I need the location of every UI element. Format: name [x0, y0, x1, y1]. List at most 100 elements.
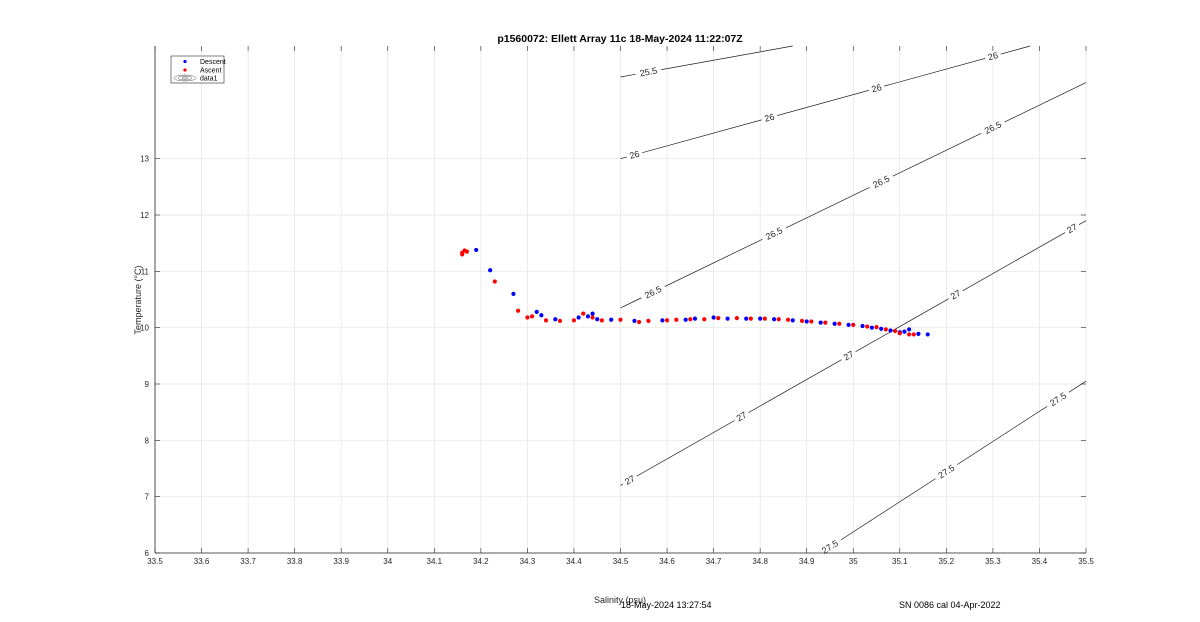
descent-point — [683, 317, 688, 322]
isopycnal-label-bg — [867, 171, 896, 192]
legend-descent-label: Descent — [200, 59, 226, 66]
ascent-point — [716, 315, 721, 321]
x-tick-label: 34.9 — [799, 557, 815, 566]
y-tick-label: 10 — [140, 324, 149, 333]
isopycnal-label: 26 — [983, 49, 1002, 64]
x-axis-label: Salinity (psu) — [594, 595, 646, 605]
isopycnal-label: 27.5 — [816, 535, 844, 559]
isopycnal-label: 26 — [760, 110, 779, 125]
ascent-point — [525, 315, 530, 320]
y-tick-label: 11 — [141, 267, 150, 276]
isopycnal-label-bg — [1062, 220, 1082, 237]
isopycnal-label-bg — [639, 282, 667, 303]
x-tick-label: 34.1 — [427, 557, 443, 566]
isopycnal-label: 27 — [946, 286, 966, 304]
isopycnal-label-bg — [620, 471, 640, 489]
descent-point — [585, 314, 591, 319]
descent-point — [758, 316, 763, 321]
descent-point — [925, 332, 930, 337]
isopycnal-label-text: 27 — [842, 349, 856, 363]
x-tick-label: 35.4 — [1032, 557, 1048, 566]
x-tick-label: 34.6 — [659, 557, 675, 566]
isopycnal-label: 27 — [732, 408, 751, 425]
ascent-point — [851, 322, 856, 327]
y-tick-label: 7 — [145, 493, 150, 502]
descent-point — [832, 321, 837, 326]
ascent-point — [688, 317, 693, 322]
isopycnal-label: 27 — [620, 471, 640, 489]
ascent-point — [799, 318, 805, 324]
descent-point — [744, 316, 749, 321]
descent-point — [553, 317, 558, 322]
ascent-point — [571, 318, 577, 323]
x-tick-label: 34.8 — [752, 557, 768, 566]
descent-point — [590, 311, 595, 316]
ascent-point — [590, 315, 595, 320]
descent-point — [488, 268, 493, 273]
ascent-point — [776, 317, 781, 322]
isopycnal-label-bg — [625, 147, 644, 162]
isopycnal-label: 26.5 — [639, 282, 667, 303]
y-tick-label: 8 — [145, 436, 150, 445]
descent-point — [609, 317, 614, 322]
isopycnal-label-bg — [983, 49, 1002, 64]
x-tick-label: 34 — [383, 557, 392, 566]
x-tick-label: 35.1 — [892, 557, 908, 566]
isopycnal-label: 26 — [867, 81, 886, 96]
y-tick-label: 13 — [140, 155, 149, 164]
descent-point — [511, 291, 516, 296]
descent-point — [804, 319, 809, 324]
x-tick-label: 34.7 — [706, 557, 722, 566]
isopycnal-label-bg — [1044, 388, 1072, 411]
descent-point — [907, 327, 912, 332]
descent-point — [595, 317, 600, 322]
descent-point — [846, 322, 851, 327]
ascent-point — [674, 317, 679, 322]
ascent-point — [897, 331, 902, 336]
ascent-point — [734, 315, 739, 321]
isopycnal-label: 25.5 — [634, 64, 663, 80]
isopycnal-label: 27 — [1062, 220, 1082, 237]
descent-point — [725, 316, 730, 321]
isopycnal-line — [620, 82, 1087, 309]
legend-descent-marker — [183, 59, 187, 64]
ascent-point — [809, 319, 814, 324]
x-tick-label: 34.3 — [520, 557, 536, 566]
descent-point — [916, 331, 921, 336]
ascent-point — [883, 327, 888, 332]
legend[interactable]: Descent Ascent data1 — [170, 55, 226, 84]
isopycnal-label-text: 26 — [763, 112, 775, 124]
isopycnal-label: 26 — [625, 147, 644, 162]
x-tick-label: 35.5 — [1078, 557, 1094, 566]
x-tick-label: 35.3 — [985, 557, 1001, 566]
ascent-point — [557, 318, 563, 324]
x-tick-label: 35.2 — [939, 557, 955, 566]
isopycnal-contours: 25.52626262626.526.526.526.5272727272727… — [620, 45, 1087, 559]
y-tick-label: 12 — [140, 211, 149, 220]
x-tick-label: 33.5 — [147, 557, 163, 566]
isopycnal-label: 27 — [839, 347, 859, 364]
ascent-point — [646, 318, 651, 324]
chart-title: p1560072: Ellett Array 11c 18-May-2024 1… — [497, 33, 743, 45]
isopycnal-label-text: 26 — [628, 149, 640, 161]
x-tick-label: 33.9 — [333, 557, 349, 566]
isopycnal-label-bg — [979, 117, 1007, 138]
descent-point — [539, 313, 544, 318]
axes — [154, 46, 1087, 554]
ascent-point — [907, 332, 912, 337]
isopycnal-label: 26.5 — [760, 223, 788, 244]
descent-point — [790, 318, 795, 323]
descent-point — [772, 317, 777, 322]
descent-point — [818, 320, 823, 325]
isopycnal-label-text: 27 — [735, 410, 749, 424]
descent-point — [692, 316, 698, 321]
isopycnal-label-text: 27 — [949, 288, 963, 302]
footer-timestamp: 18-May-2024 13:27:54 — [621, 600, 712, 610]
descent-point — [902, 329, 907, 334]
descent-point — [860, 323, 865, 329]
ascent-point — [543, 318, 549, 323]
ascent-point — [911, 332, 916, 337]
descent-point — [632, 318, 637, 324]
ascent-point — [762, 316, 767, 321]
legend-contour-label: data1 — [200, 76, 218, 83]
